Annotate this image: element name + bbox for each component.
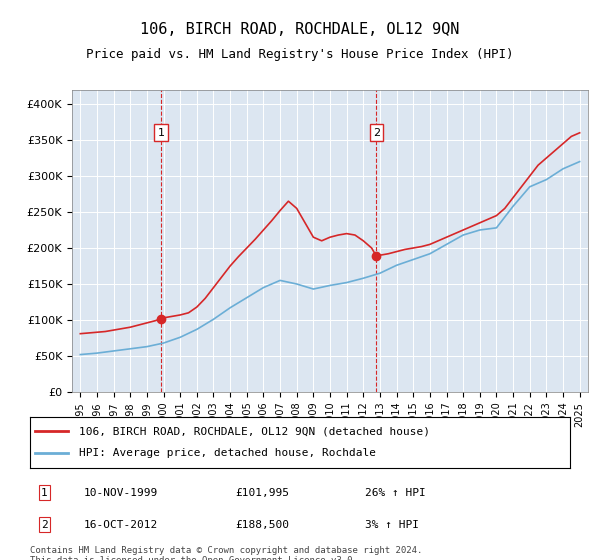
Text: 10-NOV-1999: 10-NOV-1999	[84, 488, 158, 497]
Text: 1: 1	[158, 128, 165, 138]
Text: £188,500: £188,500	[235, 520, 289, 530]
Text: 1: 1	[41, 488, 47, 497]
Text: 16-OCT-2012: 16-OCT-2012	[84, 520, 158, 530]
Text: 2: 2	[373, 128, 380, 138]
Text: 26% ↑ HPI: 26% ↑ HPI	[365, 488, 425, 497]
Text: 106, BIRCH ROAD, ROCHDALE, OL12 9QN (detached house): 106, BIRCH ROAD, ROCHDALE, OL12 9QN (det…	[79, 426, 430, 436]
Text: 2: 2	[41, 520, 47, 530]
Text: Contains HM Land Registry data © Crown copyright and database right 2024.
This d: Contains HM Land Registry data © Crown c…	[30, 546, 422, 560]
Text: 106, BIRCH ROAD, ROCHDALE, OL12 9QN: 106, BIRCH ROAD, ROCHDALE, OL12 9QN	[140, 22, 460, 38]
Text: HPI: Average price, detached house, Rochdale: HPI: Average price, detached house, Roch…	[79, 449, 376, 459]
Text: 3% ↑ HPI: 3% ↑ HPI	[365, 520, 419, 530]
Text: Price paid vs. HM Land Registry's House Price Index (HPI): Price paid vs. HM Land Registry's House …	[86, 48, 514, 60]
Text: £101,995: £101,995	[235, 488, 289, 497]
